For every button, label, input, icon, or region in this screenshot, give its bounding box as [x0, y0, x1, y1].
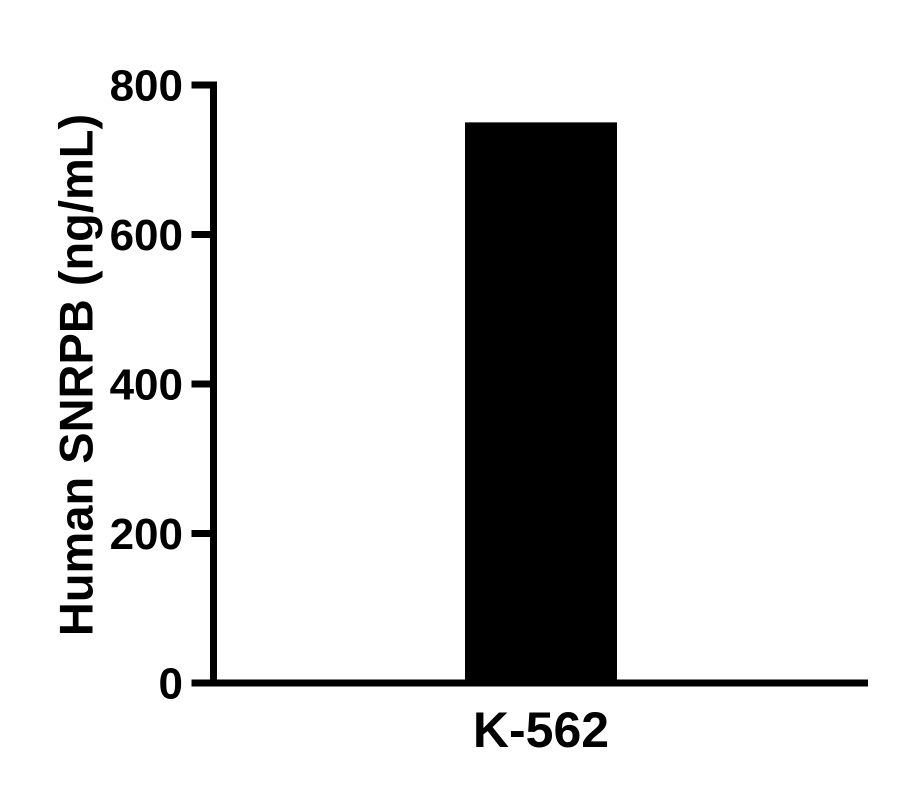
x-category-label: K-562 — [472, 702, 610, 758]
y-tick-label-400: 400 — [110, 360, 183, 409]
y-tick-label-0: 0 — [159, 659, 183, 708]
y-tick-label-600: 600 — [110, 211, 183, 260]
y-tick-label-200: 200 — [110, 510, 183, 559]
y-tick-label-800: 800 — [110, 61, 183, 110]
bar-k-562 — [465, 122, 617, 687]
